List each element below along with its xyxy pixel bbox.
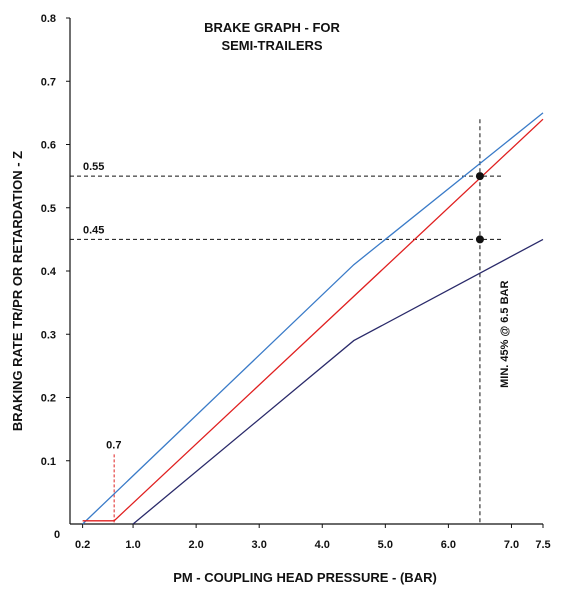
chart-title-line: BRAKE GRAPH - FOR xyxy=(204,20,340,35)
y-tick-label: 0.3 xyxy=(41,329,56,341)
y-tick-label: 0.5 xyxy=(41,203,56,215)
series-line-1 xyxy=(82,118,544,522)
y-tick-label: 0.7 xyxy=(41,76,56,88)
origin-label: 0 xyxy=(54,529,60,541)
x-tick-label: 6.0 xyxy=(441,539,456,551)
x-tick-label: 7.5 xyxy=(535,539,550,551)
series-line-2 xyxy=(132,238,544,525)
x-axis-title: PM - COUPLING HEAD PRESSURE - (BAR) xyxy=(173,570,437,585)
x-tick-label: 5.0 xyxy=(378,539,393,551)
chart-text: BRAKE GRAPH - FOR SEMI-TRAILERS PM - COUPL… xyxy=(10,20,437,585)
y-tick-label: 0.8 xyxy=(41,13,56,25)
y-tick-label: 0.6 xyxy=(41,140,56,152)
marker-dot xyxy=(475,235,484,244)
y-tick-label: 0.4 xyxy=(41,266,57,278)
x-tick-label: 7.0 xyxy=(504,539,519,551)
chart-title-line: SEMI-TRAILERS xyxy=(221,38,322,53)
hline-label: 0.45 xyxy=(83,224,104,236)
marker-dot xyxy=(475,172,484,181)
vline-red-label: 0.7 xyxy=(106,439,121,451)
x-tick-label: 1.0 xyxy=(125,539,140,551)
vline-label: MIN. 45% @ 6.5 BAR xyxy=(499,281,511,388)
series-lines xyxy=(82,112,544,525)
hline-label: 0.55 xyxy=(83,161,104,173)
y-tick-label: 0.2 xyxy=(41,393,56,405)
series-line-0 xyxy=(82,112,544,525)
x-tick-label: 2.0 xyxy=(188,539,203,551)
axes: 0.1 0.2 0.3 0.4 0.5 0.6 0.7 0.8 0.2 1.0 2.0 3.0 4.0 5… xyxy=(41,13,551,551)
y-tick-label: 0.1 xyxy=(41,456,56,468)
reference-lines: 0.55 0.45 MIN. 45% @ 6.5 BAR 0.7 xyxy=(70,119,511,524)
markers xyxy=(475,172,484,244)
y-axis-title: BRAKING RATE TR/PR OR RETARDATION - Z xyxy=(10,151,25,431)
x-tick-label: 3.0 xyxy=(252,539,267,551)
x-tick-label: 4.0 xyxy=(315,539,330,551)
x-tick-label: 0.2 xyxy=(75,539,90,551)
